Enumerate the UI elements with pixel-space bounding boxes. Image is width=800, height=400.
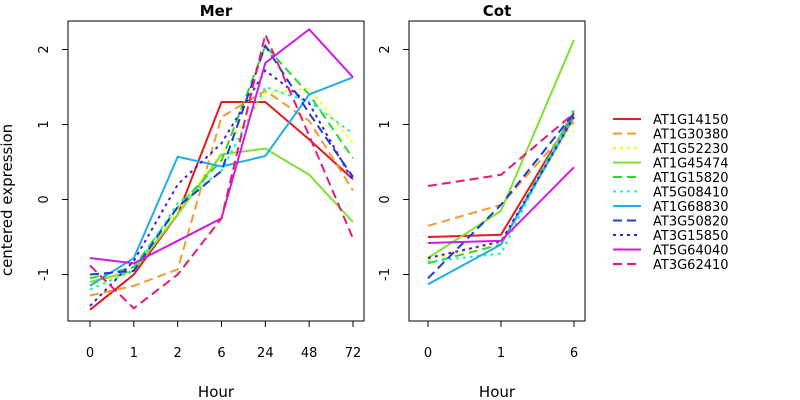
x-tick-label: 0 <box>86 346 94 361</box>
y-tick-label: 0 <box>378 195 393 203</box>
panel-title: Mer <box>200 2 233 20</box>
y-tick-label: 1 <box>378 120 393 128</box>
legend-label: AT1G14150 <box>653 113 729 128</box>
x-tick-label: 1 <box>497 346 505 361</box>
panel-title: Cot <box>483 2 511 20</box>
x-axis-label: Hour <box>479 383 516 400</box>
x-axis-label: Hour <box>198 383 235 400</box>
series-line <box>89 85 354 291</box>
legend-label: AT1G45474 <box>653 157 729 172</box>
x-tick-label: 6 <box>217 346 225 361</box>
series-line <box>89 76 354 287</box>
y-axis-label: centered expression <box>0 124 16 276</box>
legend-label: AT1G30380 <box>653 128 729 143</box>
y-tick-label: -1 <box>378 268 393 281</box>
legend-label: AT5G08410 <box>653 186 729 201</box>
panel-cot: Cot -1 0 1 2 0 1 6 Hour <box>378 2 586 400</box>
series-line <box>89 43 354 276</box>
series-line <box>427 166 575 244</box>
series-line <box>89 89 354 297</box>
legend-label: AT1G68830 <box>653 200 729 215</box>
legend-label: AT5G64040 <box>653 244 729 259</box>
series-line <box>427 112 575 187</box>
legend-label: AT3G50820 <box>653 215 729 230</box>
x-tick-label: 2 <box>174 346 182 361</box>
series-line <box>89 101 354 311</box>
legend-label: AT3G15850 <box>653 229 729 244</box>
legend: AT1G14150AT1G30380AT1G52230AT1G45474AT1G… <box>613 113 729 273</box>
series-line <box>427 112 575 238</box>
x-tick-label: 48 <box>301 346 318 361</box>
x-tick-label: 0 <box>424 346 432 361</box>
y-tick-label: 2 <box>378 45 393 53</box>
x-tick-label: 6 <box>570 346 578 361</box>
x-tick-label: 72 <box>345 346 362 361</box>
legend-label: AT3G62410 <box>653 258 729 273</box>
x-tick-label: 24 <box>257 346 274 361</box>
legend-label: AT1G52230 <box>653 142 729 157</box>
series-line <box>89 69 354 307</box>
series-line <box>89 31 354 310</box>
legend-label: AT1G15820 <box>653 171 729 186</box>
y-tick-label: 1 <box>37 120 52 128</box>
y-tick-label: 0 <box>37 195 52 203</box>
x-tick-label: 1 <box>130 346 138 361</box>
y-tick-label: -1 <box>37 268 52 281</box>
series-line <box>427 112 575 280</box>
series-line <box>89 43 354 280</box>
plot-frame <box>67 20 365 322</box>
plot-frame <box>408 20 586 322</box>
panel-mer: Mer -1 0 1 2 0 1 2 6 24 48 72 Hour <box>37 2 365 400</box>
y-tick-label: 2 <box>37 45 52 53</box>
